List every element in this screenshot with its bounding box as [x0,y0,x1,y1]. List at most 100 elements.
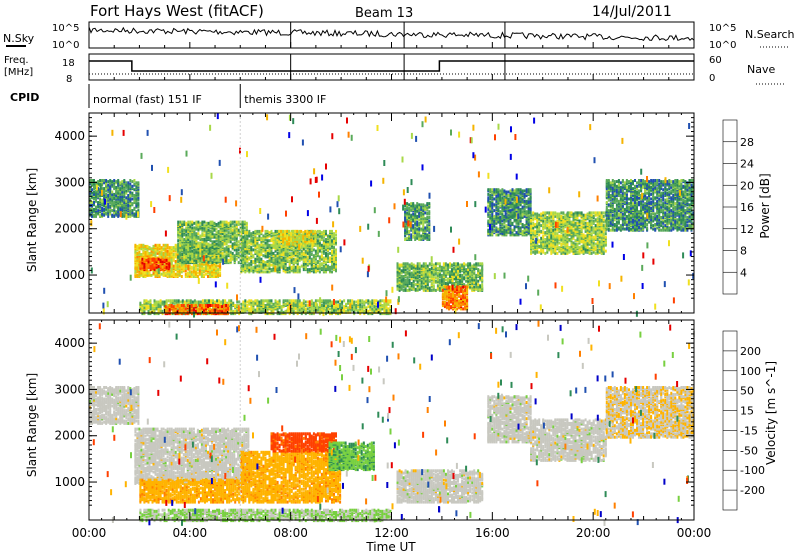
heatmap-cell [304,260,307,263]
heatmap-cell [272,302,275,306]
heatmap-cell [422,272,425,276]
heatmap-cell [154,243,157,247]
heatmap-cell [177,299,180,303]
heatmap-cell [217,272,220,276]
heatmap-cell [133,212,136,216]
heatmap-cell [195,220,198,224]
heatmap-cell [219,305,222,309]
heatmap-cell [266,312,269,316]
heatmap-cell [131,191,134,195]
heatmap-cell [316,233,319,237]
heatmap-cell [161,257,164,261]
heatmap-cell [337,300,340,304]
heatmap-cell [89,179,91,182]
heatmap-cell [286,236,289,240]
heatmap-cell [189,231,192,235]
heatmap-cell [337,304,340,307]
heatmap-cell [320,246,323,250]
heatmap-cell [306,229,309,233]
heatmap-cell [262,299,265,303]
heatmap-cell [178,312,181,316]
heatmap-cell [193,221,196,225]
heatmap-cell [258,253,261,256]
heatmap-cell [254,238,257,241]
heatmap-cell [322,239,325,243]
heatmap-cell [280,312,283,316]
heatmap-cell [438,262,441,266]
heatmap-cell [218,299,221,303]
heatmap-cell [233,254,236,258]
heatmap-cell [242,264,245,268]
heatmap-cell [129,184,132,188]
heatmap-cell [353,302,356,306]
heatmap-cell [436,262,439,266]
heatmap-cell [113,206,116,210]
heatmap-cell [174,253,177,256]
heatmap-cell [93,184,95,188]
heatmap-cell [414,264,417,268]
heatmap-cell [296,247,299,251]
heatmap-cell [252,300,255,304]
heatmap-cell [294,307,297,311]
heatmap-cell [185,226,188,230]
heatmap-cell [286,249,289,253]
heatmap-cell [246,304,249,307]
heatmap-cell [117,210,120,214]
heatmap-cell [246,258,249,262]
heatmap-cell [252,236,255,240]
heatmap-cell [213,268,215,272]
heatmap-cell [272,258,275,262]
heatmap-cell [200,304,203,307]
heatmap-cell [107,197,110,201]
freq-label-top: Freq. [4,55,29,66]
heatmap-cell [156,251,159,255]
heatmap-cell [229,240,232,244]
heatmap-cell [310,304,313,307]
heatmap-cell [396,264,399,268]
heatmap-cell [145,258,148,262]
heatmap-cell [219,223,222,226]
heatmap-cell [278,234,281,238]
heatmap-cell [133,201,136,204]
heatmap-cell [158,247,161,251]
heatmap-cell [187,247,190,251]
heatmap-cell [264,265,267,269]
heatmap-cell [320,243,323,247]
heatmap-cell [168,308,171,312]
heatmap-cell [147,309,150,313]
heatmap-cell [202,304,205,307]
heatmap-cell [256,232,259,236]
heatmap-cell [246,231,249,235]
heatmap-cell [133,188,136,192]
heatmap-cell [144,244,147,248]
heatmap-cell [117,206,120,210]
freq-ytick-top: 18 [62,58,75,69]
heatmap-cell [250,248,253,252]
heatmap-cell [256,306,259,310]
heatmap-cell [331,239,333,243]
heatmap-cell [160,250,163,254]
heatmap-cell [292,229,295,233]
heatmap-cell [136,251,139,255]
heatmap-cell [117,189,120,193]
heatmap-cell [160,272,163,276]
heatmap-cell [138,257,141,261]
heatmap-cell [215,223,218,226]
heatmap-cell [217,221,220,225]
heatmap-cell [270,234,273,238]
heatmap-cell [379,301,382,305]
heatmap-cell [325,257,327,261]
heatmap-cell [237,223,240,226]
heatmap-cell [371,299,374,303]
heatmap-cell [93,182,95,186]
heatmap-cell [115,210,118,214]
heatmap-cell [246,255,249,259]
heatmap-cell [160,246,163,250]
heatmap-cell [333,232,335,236]
heatmap-cell [276,264,279,268]
heatmap-cell [219,312,222,316]
heatmap-cell [207,244,210,248]
heatmap-cell [252,302,255,306]
heatmap-cell [244,255,247,259]
